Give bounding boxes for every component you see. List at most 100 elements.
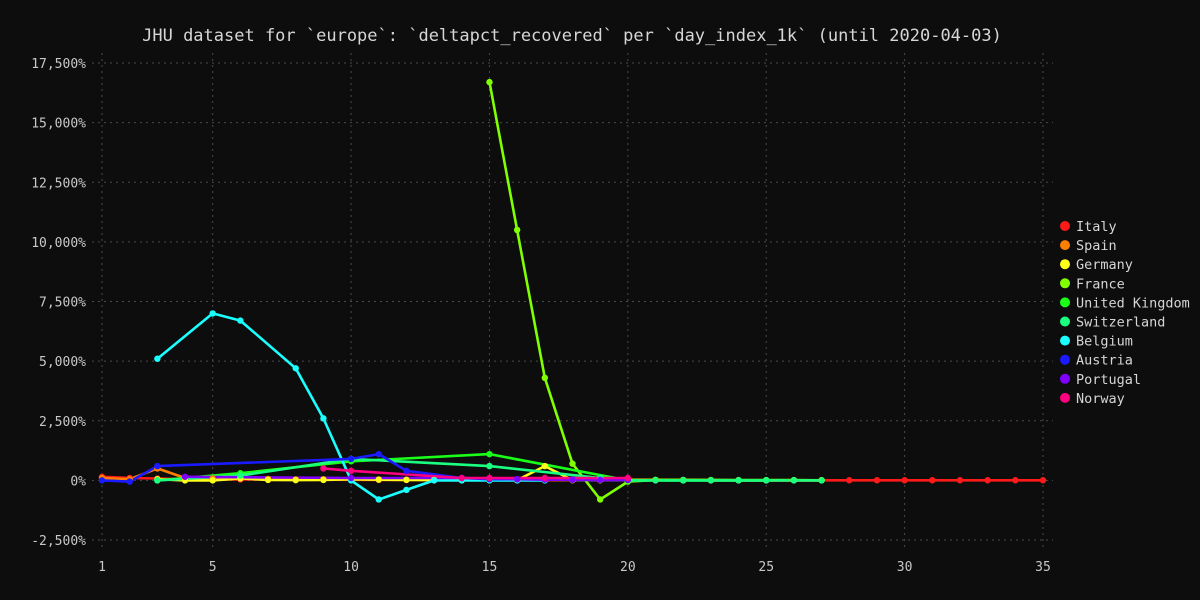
x-tick-label: 10 bbox=[343, 560, 359, 575]
legend-marker-austria bbox=[1060, 354, 1070, 365]
data-point-switzerland bbox=[763, 477, 770, 484]
chart-title: JHU dataset for `europe`: `deltapct_reco… bbox=[142, 26, 1002, 46]
legend-label-spain: Spain bbox=[1076, 238, 1117, 254]
data-point-belgium bbox=[237, 317, 244, 324]
legend-label-norway: Norway bbox=[1076, 391, 1125, 407]
legend-label-portugal: Portugal bbox=[1076, 372, 1141, 388]
data-point-norway bbox=[486, 474, 493, 482]
data-point-switzerland bbox=[486, 462, 493, 470]
data-point-norway bbox=[541, 474, 549, 482]
legend: Italy Spain Germany France United Kingdom Swi… bbox=[1060, 219, 1190, 407]
data-point-switzerland bbox=[707, 477, 715, 484]
legend-label-france: France bbox=[1076, 276, 1125, 292]
y-axis-ticks: -2,500% 0% 2,500% 5,000% 7,500% 10,000% 12,500… bbox=[31, 57, 86, 549]
series-line-france bbox=[488, 80, 823, 501]
data-point-austria bbox=[126, 478, 133, 485]
data-point-norway bbox=[320, 465, 327, 472]
legend-label-austria: Austria bbox=[1076, 353, 1133, 369]
data-point-belgium bbox=[375, 496, 382, 503]
legend-label-united-kingdom: United Kingdom bbox=[1076, 295, 1190, 311]
data-point-switzerland bbox=[818, 477, 825, 484]
y-tick-label: -2,500% bbox=[31, 534, 86, 549]
legend-marker-belgium bbox=[1060, 335, 1070, 346]
data-point-united-kingdom bbox=[486, 450, 493, 458]
data-point-germany bbox=[264, 476, 272, 484]
legend-label-italy: Italy bbox=[1076, 219, 1117, 235]
data-point-germany bbox=[209, 477, 216, 484]
x-axis-ticks: 1 5 10 15 20 25 30 35 bbox=[98, 560, 1051, 575]
legend-marker-france bbox=[1060, 278, 1070, 289]
data-point-switzerland bbox=[735, 477, 742, 484]
data-point-belgium bbox=[292, 365, 299, 372]
data-point-italy bbox=[873, 477, 881, 484]
data-point-italy bbox=[1012, 477, 1019, 484]
data-point-norway bbox=[458, 474, 465, 482]
data-point-belgium bbox=[209, 310, 216, 317]
y-tick-label: 5,000% bbox=[39, 355, 86, 370]
data-point-belgium bbox=[154, 355, 161, 362]
data-point-austria bbox=[347, 455, 355, 463]
data-point-portugal bbox=[347, 474, 355, 482]
data-point-germany bbox=[375, 476, 382, 483]
data-point-germany bbox=[320, 476, 327, 484]
x-tick-label: 25 bbox=[758, 560, 774, 575]
legend-marker-norway bbox=[1060, 392, 1070, 403]
y-tick-label: 10,000% bbox=[31, 236, 86, 251]
data-point-france bbox=[569, 460, 576, 467]
data-point-italy bbox=[984, 477, 991, 484]
data-point-portugal bbox=[596, 476, 604, 484]
x-tick-label: 30 bbox=[897, 560, 913, 575]
y-tick-label: 17,500% bbox=[31, 57, 86, 72]
legend-marker-united-kingdom bbox=[1060, 297, 1070, 308]
data-point-italy bbox=[846, 477, 853, 484]
y-tick-label: 7,500% bbox=[39, 296, 86, 311]
data-point-norway bbox=[624, 474, 632, 482]
legend-marker-germany bbox=[1060, 259, 1070, 270]
series-points bbox=[98, 78, 1047, 503]
data-point-france bbox=[596, 496, 604, 503]
data-point-germany bbox=[292, 476, 299, 484]
data-point-switzerland bbox=[652, 477, 659, 484]
y-tick-label: 12,500% bbox=[31, 176, 86, 191]
data-point-austria bbox=[375, 450, 382, 458]
data-point-switzerland bbox=[154, 477, 161, 484]
data-point-germany bbox=[541, 462, 549, 470]
data-point-france bbox=[541, 374, 549, 382]
x-tick-label: 5 bbox=[209, 560, 217, 575]
legend-label-germany: Germany bbox=[1076, 257, 1133, 273]
data-point-norway bbox=[347, 467, 355, 475]
data-point-germany bbox=[403, 476, 410, 484]
data-point-france bbox=[486, 78, 493, 86]
x-tick-label: 1 bbox=[98, 560, 106, 575]
data-point-italy bbox=[901, 477, 908, 484]
legend-label-belgium: Belgium bbox=[1076, 334, 1133, 350]
legend-marker-switzerland bbox=[1060, 316, 1070, 327]
y-tick-label: 0% bbox=[70, 474, 86, 489]
legend-marker-spain bbox=[1060, 240, 1070, 251]
series-lines bbox=[100, 80, 1045, 501]
data-point-austria bbox=[154, 462, 161, 470]
data-point-portugal bbox=[569, 476, 576, 483]
data-point-belgium bbox=[320, 415, 327, 422]
data-point-belgium bbox=[403, 486, 410, 494]
series-line-norway bbox=[322, 467, 630, 480]
data-point-portugal bbox=[513, 475, 521, 483]
y-tick-label: 2,500% bbox=[39, 415, 86, 430]
data-point-italy bbox=[929, 477, 936, 484]
data-point-switzerland bbox=[790, 477, 798, 484]
data-point-france bbox=[513, 226, 521, 234]
legend-marker-italy bbox=[1060, 221, 1070, 231]
data-point-austria bbox=[98, 477, 106, 484]
x-tick-label: 20 bbox=[620, 560, 636, 575]
legend-label-switzerland: Switzerland bbox=[1076, 315, 1165, 331]
data-point-italy bbox=[1039, 477, 1047, 484]
data-point-belgium bbox=[430, 477, 438, 484]
data-point-switzerland bbox=[680, 477, 687, 484]
y-tick-label: 15,000% bbox=[31, 117, 86, 132]
x-tick-label: 35 bbox=[1035, 560, 1051, 575]
data-point-austria bbox=[403, 467, 410, 475]
data-point-switzerland bbox=[237, 472, 244, 479]
data-point-italy bbox=[956, 477, 964, 484]
x-tick-label: 15 bbox=[482, 560, 498, 575]
